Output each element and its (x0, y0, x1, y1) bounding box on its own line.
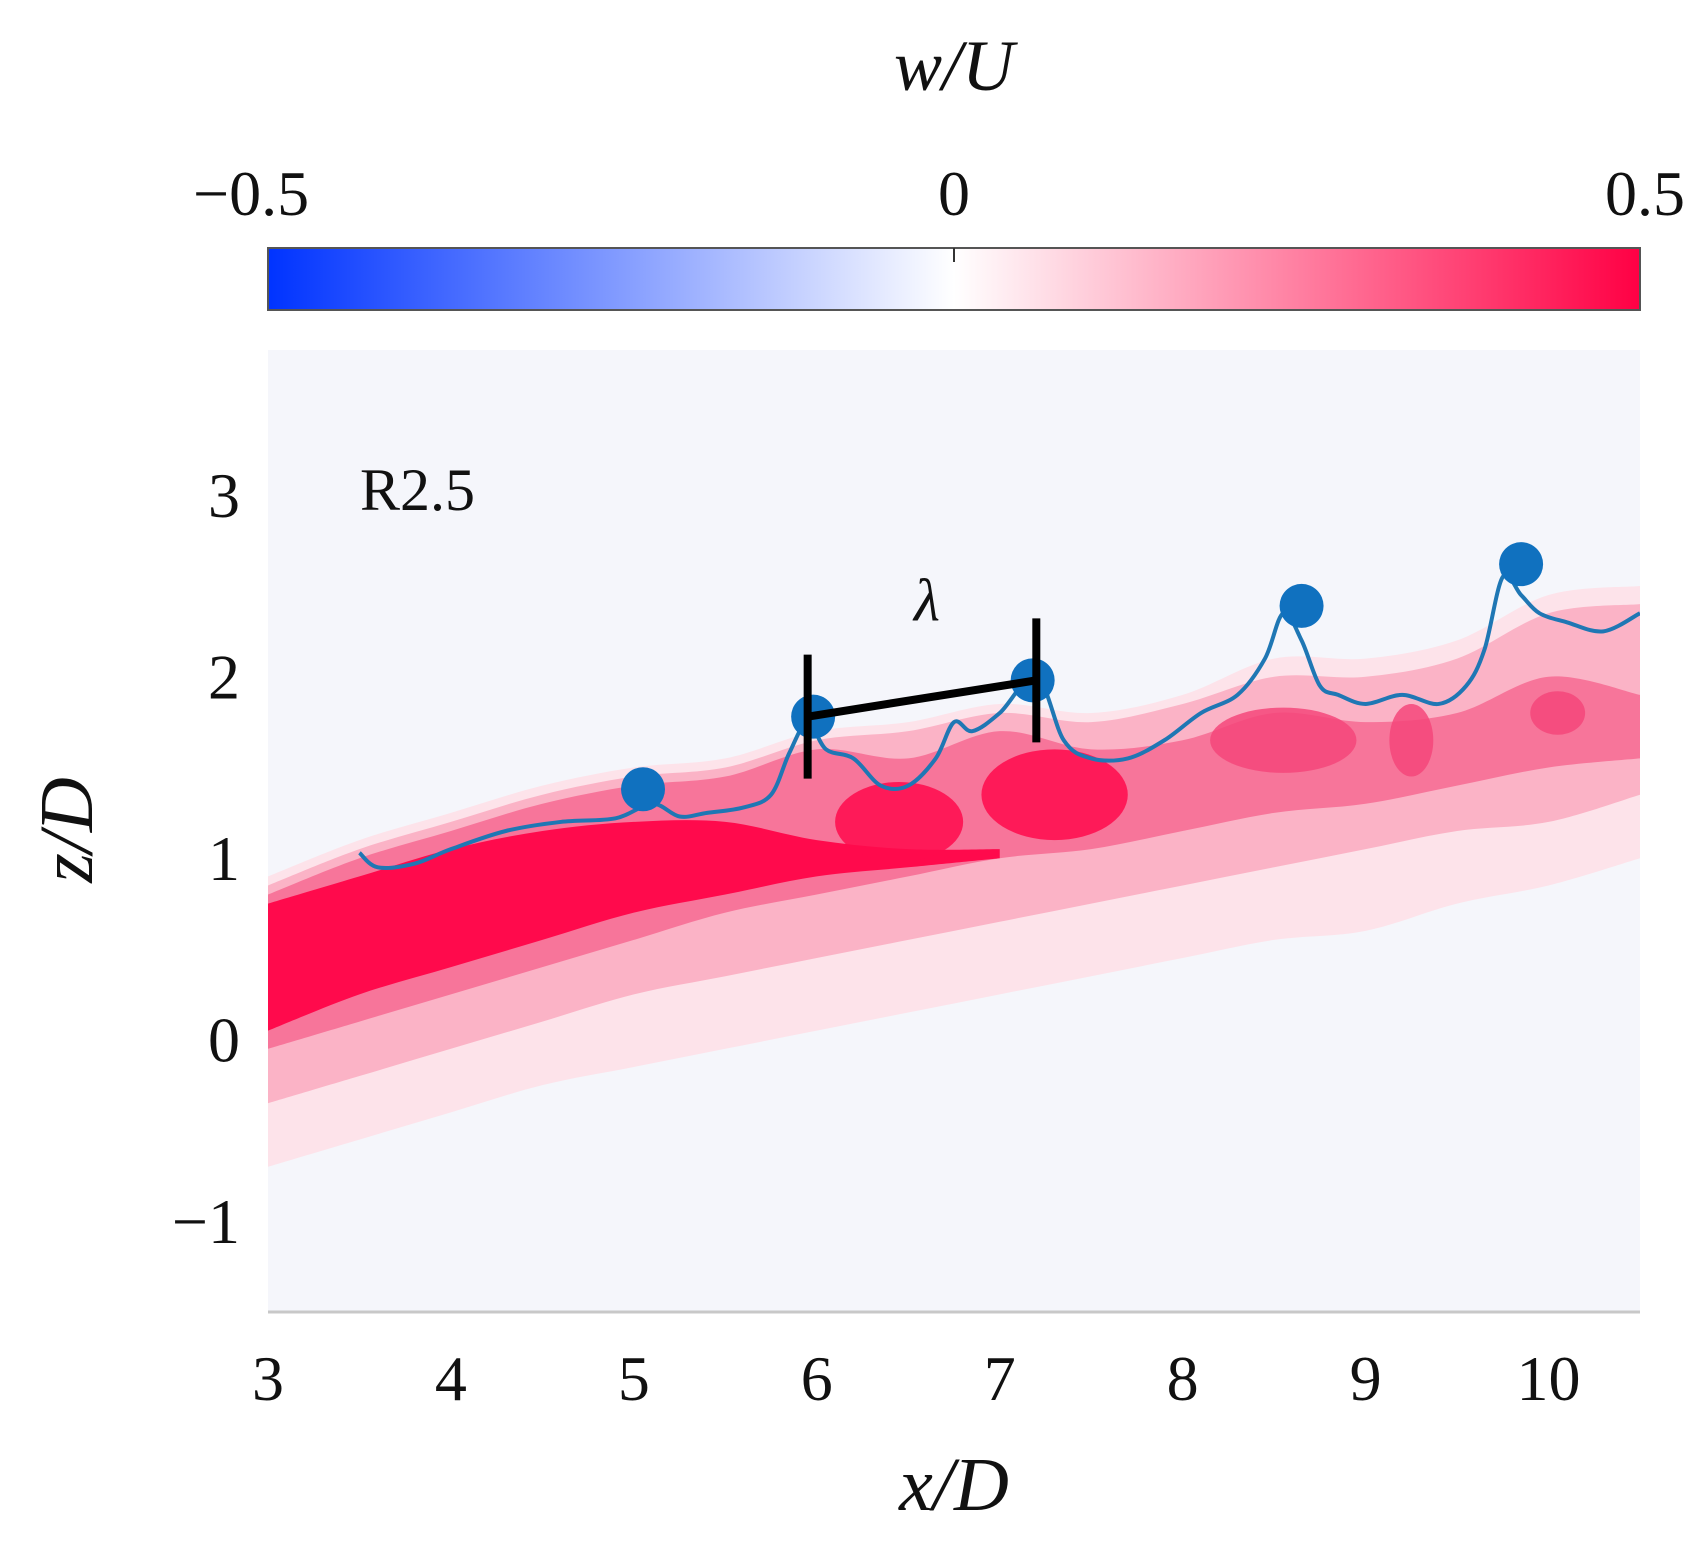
core-blob-3 (1389, 703, 1434, 777)
core-blob-1 (981, 749, 1128, 841)
vortex-marker-0 (621, 767, 666, 812)
colorbar-tick-label: 0 (938, 158, 970, 229)
vortex-marker-4 (1499, 542, 1544, 587)
y-tick-label: −1 (172, 1186, 240, 1257)
colorbar-label: w/U (894, 26, 1018, 106)
vortex-marker-3 (1279, 583, 1324, 628)
x-tick-label: 9 (1350, 1343, 1382, 1414)
y-axis-label-text: z/D (25, 777, 109, 884)
core-blob-4 (1530, 691, 1586, 735)
x-axis-label-text: x/D (898, 1443, 1009, 1527)
y-tick-label: 0 (208, 1005, 240, 1076)
y-tick-label: 1 (208, 823, 240, 894)
lambda-label: λ (912, 567, 940, 633)
colorbar-tick-label: 0.5 (1605, 158, 1685, 229)
y-axis-label: z/D (25, 777, 109, 884)
x-tick-label: 5 (618, 1343, 650, 1414)
y-tick-label: 3 (208, 460, 240, 531)
x-tick-labels: 3 4 5 6 7 8 9 10 (252, 1343, 1581, 1414)
core-blob-2 (1210, 707, 1357, 773)
x-tick-label: 3 (252, 1343, 284, 1414)
y-tick-label: 2 (208, 642, 240, 713)
contour-level-3 (268, 820, 1000, 1031)
panel-label: R2.5 (360, 457, 475, 523)
colorbar-label-text: w/U (894, 26, 1018, 106)
colorbar-ticks: −0.5 0 0.5 (193, 158, 1685, 229)
y-tick-labels: −1 0 1 2 3 (172, 460, 240, 1257)
core-blob-0 (835, 781, 964, 862)
x-tick-label: 8 (1167, 1343, 1199, 1414)
panel-label-text: R2.5 (360, 457, 475, 523)
x-tick-label: 4 (435, 1343, 467, 1414)
x-tick-label: 7 (984, 1343, 1016, 1414)
lambda-bar (807, 676, 1037, 721)
colorbar-tick-label: −0.5 (193, 158, 309, 229)
wavelength-annotation: λ (803, 567, 1041, 779)
x-tick-label: 10 (1517, 1343, 1581, 1414)
core-blobs (835, 691, 1586, 862)
x-tick-label: 6 (801, 1343, 833, 1414)
x-axis-label: x/D (898, 1443, 1009, 1527)
